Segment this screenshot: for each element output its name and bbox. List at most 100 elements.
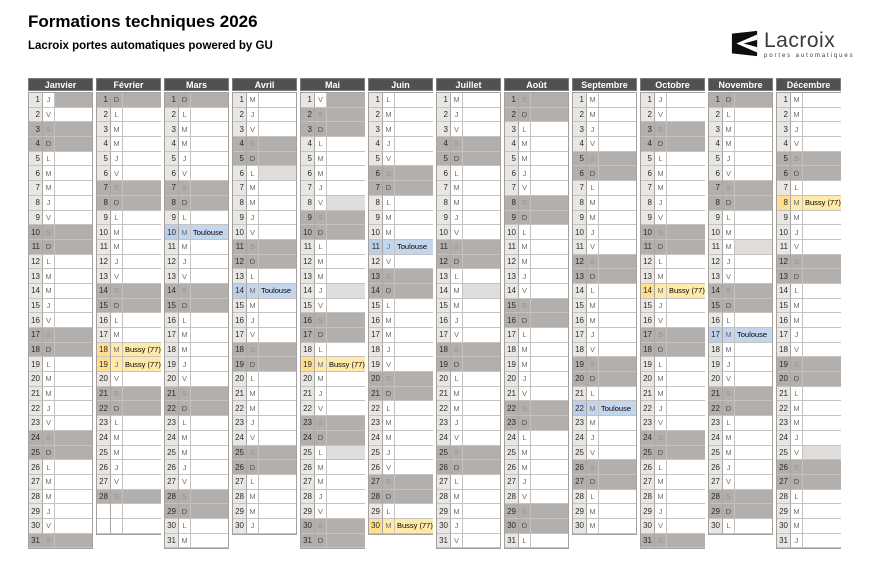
day-event-area bbox=[191, 504, 228, 519]
day-letter: M bbox=[179, 430, 191, 446]
day-letter: M bbox=[655, 386, 667, 402]
day-event-area bbox=[463, 386, 500, 402]
day-letter: M bbox=[587, 93, 599, 108]
day-number: 24 bbox=[233, 430, 247, 446]
day-number: 18 bbox=[641, 342, 655, 358]
day-event-area bbox=[463, 474, 500, 490]
day-event-area bbox=[123, 195, 161, 211]
day-event-area bbox=[395, 107, 433, 123]
day-event-area bbox=[735, 460, 772, 475]
day-number: 7 bbox=[97, 181, 111, 196]
day-number: 26 bbox=[165, 460, 179, 475]
day-event-area bbox=[599, 225, 636, 240]
day-letter: M bbox=[383, 416, 395, 431]
day-number: 8 bbox=[233, 195, 247, 211]
day-letter: M bbox=[43, 372, 55, 387]
day-event-area bbox=[259, 518, 296, 534]
day-letter: D bbox=[791, 269, 803, 284]
day-number: 28 bbox=[301, 489, 315, 505]
day-number: 9 bbox=[301, 210, 315, 226]
day-letter: V bbox=[43, 416, 55, 431]
day-letter: D bbox=[519, 313, 531, 328]
day-letter: M bbox=[791, 93, 803, 108]
day-event-area bbox=[531, 328, 568, 343]
day-number: 14 bbox=[369, 283, 383, 299]
day-number: 24 bbox=[369, 430, 383, 446]
day-letter: S bbox=[315, 313, 327, 328]
day-number: 11 bbox=[301, 239, 315, 255]
day-number: 11 bbox=[97, 239, 111, 255]
day-event-area bbox=[395, 372, 433, 387]
day-number: 13 bbox=[29, 269, 43, 284]
day-event-area bbox=[395, 460, 433, 475]
day-letter: L bbox=[383, 93, 395, 108]
day-event-area bbox=[191, 298, 228, 314]
day-letter: L bbox=[723, 313, 735, 328]
day-letter: D bbox=[791, 474, 803, 490]
day-letter: J bbox=[587, 122, 599, 138]
day-event-area bbox=[803, 107, 841, 123]
day-event-area bbox=[191, 386, 228, 402]
day-event-area bbox=[123, 210, 161, 226]
day-letter: J bbox=[655, 401, 667, 417]
day-letter: D bbox=[315, 225, 327, 240]
day-letter: M bbox=[43, 489, 55, 505]
day-letter: S bbox=[519, 195, 531, 211]
day-event-area bbox=[327, 401, 365, 417]
day-event-area bbox=[123, 386, 161, 402]
day-event-area bbox=[259, 269, 296, 284]
day-number: 24 bbox=[777, 430, 791, 446]
day-number: 14 bbox=[437, 283, 451, 299]
day-number: 12 bbox=[29, 254, 43, 270]
day-number: 9 bbox=[437, 210, 451, 226]
day-event-area bbox=[735, 181, 772, 196]
day-number: 8 bbox=[97, 195, 111, 211]
day-event-area bbox=[327, 181, 365, 196]
day-number: 29 bbox=[29, 504, 43, 519]
day-event-area bbox=[531, 372, 568, 387]
day-letter: J bbox=[655, 195, 667, 211]
day-event-area bbox=[123, 151, 161, 167]
day-letter: J bbox=[315, 283, 327, 299]
day-number: 7 bbox=[777, 181, 791, 196]
day-letter: D bbox=[587, 269, 599, 284]
page-title: Formations techniques 2026 bbox=[28, 12, 258, 31]
day-letter: L bbox=[451, 166, 463, 182]
day-letter: M bbox=[723, 430, 735, 446]
day-number: 23 bbox=[641, 416, 655, 431]
day-event-area bbox=[55, 210, 92, 226]
day-event-area bbox=[735, 357, 772, 373]
day-number: 8 bbox=[29, 195, 43, 211]
day-event-area bbox=[123, 416, 161, 431]
day-event-area bbox=[123, 430, 161, 446]
day-letter: J bbox=[723, 151, 735, 167]
day-number: 22 bbox=[641, 401, 655, 417]
day-letter: L bbox=[655, 254, 667, 270]
event-label-bussy: Bussy (77) bbox=[327, 357, 365, 373]
day-event-area bbox=[735, 225, 772, 240]
day-number: 21 bbox=[573, 386, 587, 402]
day-event-area bbox=[259, 430, 296, 446]
day-event-area bbox=[191, 239, 228, 255]
day-letter: S bbox=[451, 137, 463, 152]
day-event-area bbox=[803, 239, 841, 255]
day-event-area bbox=[667, 401, 705, 417]
day-number: 19 bbox=[777, 357, 791, 373]
day-event-area bbox=[259, 474, 296, 490]
day-letter: J bbox=[247, 210, 259, 226]
day-number: 31 bbox=[29, 533, 43, 549]
day-number: 20 bbox=[641, 372, 655, 387]
day-number: 2 bbox=[709, 107, 723, 123]
day-event-area bbox=[463, 518, 500, 534]
day-letter: S bbox=[247, 239, 259, 255]
day-number: 5 bbox=[29, 151, 43, 167]
day-number: 25 bbox=[641, 445, 655, 461]
day-letter: M bbox=[791, 518, 803, 534]
day-letter: D bbox=[519, 107, 531, 123]
day-number: 14 bbox=[573, 283, 587, 299]
day-number: 26 bbox=[641, 460, 655, 475]
day-letter: S bbox=[111, 283, 123, 299]
day-letter: M bbox=[587, 518, 599, 534]
day-event-area bbox=[123, 166, 161, 182]
day-letter: D bbox=[723, 504, 735, 519]
